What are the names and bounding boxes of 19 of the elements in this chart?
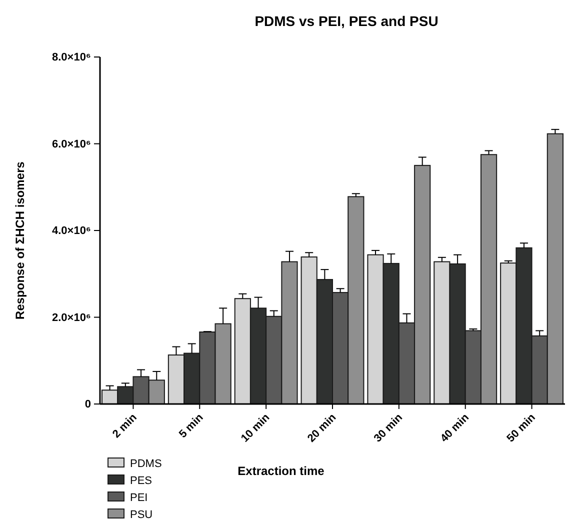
legend-label: PDMS	[130, 458, 162, 470]
y-tick-label: 8.0×10⁶	[52, 52, 91, 64]
y-tick-label: 6.0×10⁶	[52, 138, 91, 150]
x-tick-label: 30 min	[372, 411, 406, 445]
x-tick-label: 5 min	[176, 411, 206, 440]
x-tick-label: 50 min	[504, 411, 538, 445]
legend-label: PES	[130, 475, 152, 487]
y-axis-title: Response of ΣHCH isomers	[13, 161, 27, 320]
x-tick-label: 40 min	[438, 411, 472, 445]
y-tick-label: 2.0×10⁶	[52, 312, 91, 324]
chart-title: PDMS vs PEI, PES and PSU	[254, 13, 438, 29]
y-tick-label: 0	[84, 398, 91, 411]
x-axis-title: Extraction time	[238, 464, 325, 478]
legend-label: PSU	[130, 509, 153, 521]
legend-label: PEI	[130, 492, 148, 504]
x-tick-label: 20 min	[305, 411, 339, 445]
x-tick-label: 2 min	[110, 411, 140, 440]
x-tick-label: 10 min	[239, 411, 272, 445]
y-tick-label: 4.0×10⁶	[52, 225, 91, 238]
